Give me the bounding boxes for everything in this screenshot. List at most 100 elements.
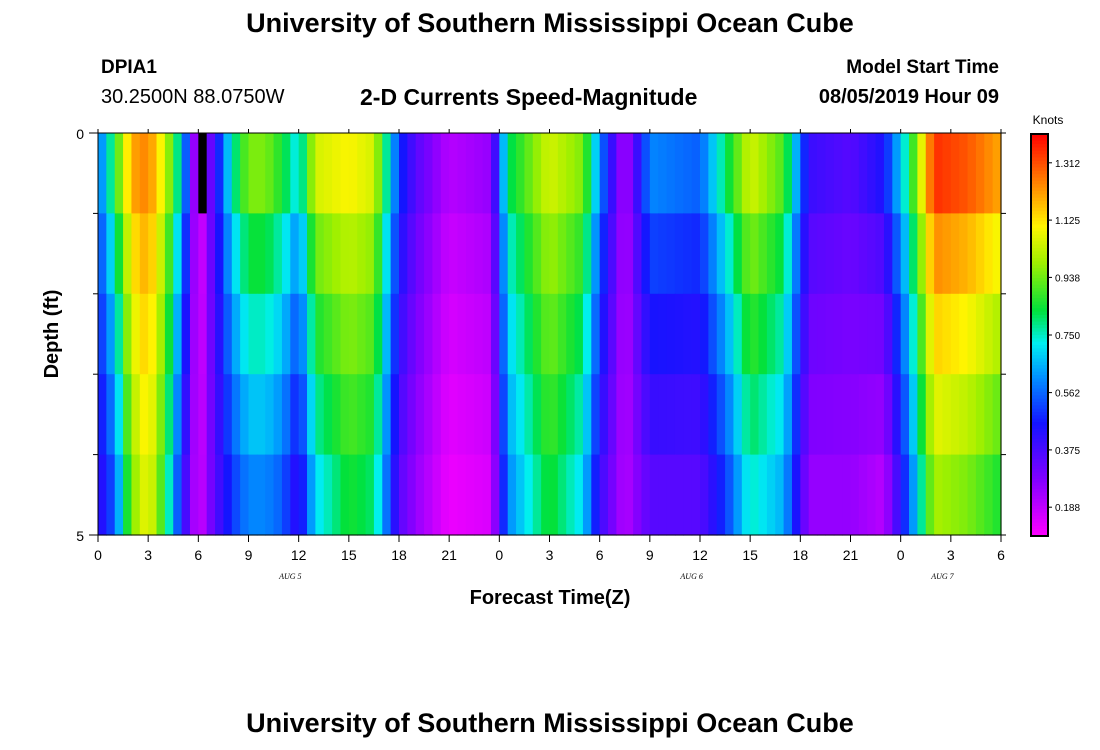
colorbar-segment xyxy=(1031,532,1048,537)
heatmap-cell xyxy=(992,133,1002,214)
heatmap-cell xyxy=(198,213,208,295)
heatmap-cell xyxy=(98,213,107,295)
heatmap-cell xyxy=(909,213,918,295)
heatmap-cell xyxy=(817,374,827,456)
colorbar-segment xyxy=(1031,308,1048,313)
heatmap-cell xyxy=(390,374,400,456)
colorbar-segment xyxy=(1031,479,1048,483)
colorbar-segment xyxy=(1031,201,1048,205)
heatmap-cell xyxy=(875,454,885,536)
colorbar-segment xyxy=(1031,502,1048,507)
heatmap-cell xyxy=(574,293,584,375)
heatmap-cell xyxy=(624,293,634,375)
colorbar-segment xyxy=(1031,254,1048,259)
heatmap-cell xyxy=(725,213,735,295)
heatmap-cell xyxy=(791,133,801,214)
colorbar-segment xyxy=(1031,227,1048,232)
heatmap-cell xyxy=(240,293,250,375)
heatmap-cell xyxy=(766,293,776,375)
heatmap-cell xyxy=(725,133,735,214)
heatmap-cell xyxy=(733,213,743,295)
heatmap-cell xyxy=(198,293,208,375)
heatmap-cell xyxy=(181,213,191,295)
heatmap-cell xyxy=(683,213,693,295)
heatmap-cell xyxy=(323,454,333,536)
heatmap-cell xyxy=(858,133,868,214)
heatmap-cell xyxy=(499,133,509,214)
heatmap-cell xyxy=(557,213,567,295)
colorbar-segment xyxy=(1031,324,1048,329)
heatmap-cell xyxy=(114,213,124,295)
heatmap-cell xyxy=(975,293,985,375)
heatmap-cell xyxy=(215,213,225,295)
heatmap-cell xyxy=(340,213,350,295)
heatmap-cell xyxy=(950,293,960,375)
heatmap-cell xyxy=(649,133,659,214)
heatmap-cell xyxy=(934,293,944,375)
colorbar-segment xyxy=(1031,221,1048,226)
heatmap-cell xyxy=(465,213,475,295)
heatmap-cell xyxy=(959,374,969,456)
heatmap-cell xyxy=(415,374,425,456)
colorbar-segment xyxy=(1031,485,1048,490)
heatmap-cell xyxy=(223,374,233,456)
heatmap-cell xyxy=(691,374,701,456)
colorbar-segment xyxy=(1031,251,1048,256)
heatmap-cell xyxy=(733,293,743,375)
heatmap-cell xyxy=(424,374,434,456)
heatmap-cell xyxy=(98,133,107,214)
heatmap-cell xyxy=(883,213,893,295)
heatmap-cell xyxy=(900,454,910,536)
heatmap-cell xyxy=(507,213,517,295)
heatmap-cell xyxy=(842,133,852,214)
heatmap-cell xyxy=(541,133,551,214)
heatmap-cell xyxy=(273,213,283,295)
heatmap-cell xyxy=(231,293,241,375)
heatmap-cell xyxy=(959,133,969,214)
heatmap-cell xyxy=(750,213,760,295)
heatmap-cell xyxy=(867,374,877,456)
heatmap-cell xyxy=(223,454,233,536)
heatmap-cell xyxy=(206,293,216,375)
heatmap-cell xyxy=(465,133,475,214)
x-tick-label: 0 xyxy=(495,547,503,563)
heatmap-cell xyxy=(783,293,793,375)
heatmap-cell xyxy=(599,133,609,214)
heatmap-cell xyxy=(582,374,592,456)
heatmap-cell xyxy=(248,133,258,214)
heatmap-cell xyxy=(984,454,994,536)
heatmap-cell xyxy=(281,454,291,536)
heatmap-cell xyxy=(624,454,634,536)
heatmap-cell xyxy=(340,454,350,536)
heatmap-cell xyxy=(817,293,827,375)
date-label: AUG 6 xyxy=(679,572,702,581)
heatmap-cell xyxy=(875,213,885,295)
heatmap-cell xyxy=(323,293,333,375)
colorbar-segment xyxy=(1031,304,1048,309)
heatmap-cell xyxy=(950,454,960,536)
heatmap-cell xyxy=(281,213,291,295)
heatmap-cell xyxy=(240,454,250,536)
station-id: DPIA1 xyxy=(101,57,157,78)
heatmap-cell xyxy=(307,213,316,295)
colorbar-tick-label: 1.312 xyxy=(1055,159,1080,170)
heatmap-cell xyxy=(490,213,500,295)
colorbar-segment xyxy=(1031,509,1048,514)
heatmap-cell xyxy=(666,133,676,214)
heatmap-cell xyxy=(909,374,918,456)
heatmap-cell xyxy=(658,213,668,295)
heatmap-cell xyxy=(457,133,467,214)
heatmap-cell xyxy=(666,374,676,456)
heatmap-cell xyxy=(900,213,910,295)
heatmap-cell xyxy=(164,133,174,214)
heatmap-cell xyxy=(407,133,417,214)
heatmap-cell xyxy=(449,454,459,536)
heatmap-cell xyxy=(549,133,559,214)
colorbar-segment xyxy=(1031,247,1048,252)
heatmap-cell xyxy=(114,293,124,375)
heatmap-cell xyxy=(265,213,275,295)
heatmap-cell xyxy=(825,213,835,295)
footer-title: University of Southern Mississippi Ocean… xyxy=(246,708,854,738)
heatmap-cell xyxy=(340,133,350,214)
heatmap-cell xyxy=(608,454,617,536)
